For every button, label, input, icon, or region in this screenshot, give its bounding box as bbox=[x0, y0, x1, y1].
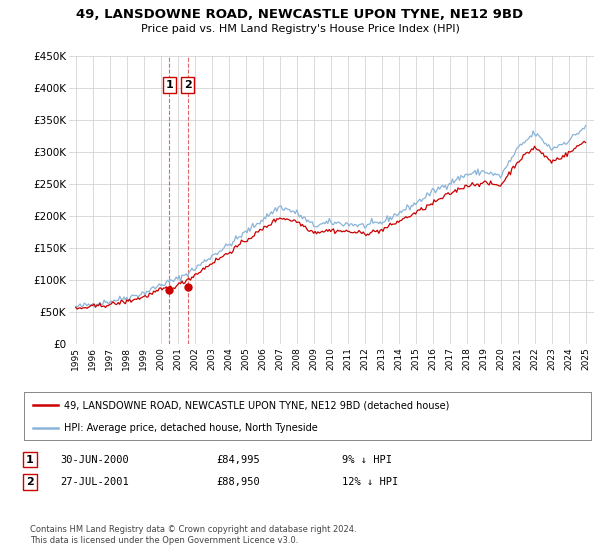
Text: 30-JUN-2000: 30-JUN-2000 bbox=[60, 455, 129, 465]
Text: 1: 1 bbox=[26, 455, 34, 465]
Text: 49, LANSDOWNE ROAD, NEWCASTLE UPON TYNE, NE12 9BD (detached house): 49, LANSDOWNE ROAD, NEWCASTLE UPON TYNE,… bbox=[64, 400, 449, 410]
Text: 1: 1 bbox=[166, 80, 173, 90]
Text: 12% ↓ HPI: 12% ↓ HPI bbox=[342, 477, 398, 487]
Text: 2: 2 bbox=[184, 80, 191, 90]
Text: 9% ↓ HPI: 9% ↓ HPI bbox=[342, 455, 392, 465]
Text: Contains HM Land Registry data © Crown copyright and database right 2024.
This d: Contains HM Land Registry data © Crown c… bbox=[30, 525, 356, 545]
Text: £84,995: £84,995 bbox=[216, 455, 260, 465]
Text: £88,950: £88,950 bbox=[216, 477, 260, 487]
Text: 2: 2 bbox=[26, 477, 34, 487]
Text: 49, LANSDOWNE ROAD, NEWCASTLE UPON TYNE, NE12 9BD: 49, LANSDOWNE ROAD, NEWCASTLE UPON TYNE,… bbox=[76, 8, 524, 21]
Text: 27-JUL-2001: 27-JUL-2001 bbox=[60, 477, 129, 487]
Text: HPI: Average price, detached house, North Tyneside: HPI: Average price, detached house, Nort… bbox=[64, 423, 317, 433]
Text: Price paid vs. HM Land Registry's House Price Index (HPI): Price paid vs. HM Land Registry's House … bbox=[140, 24, 460, 34]
